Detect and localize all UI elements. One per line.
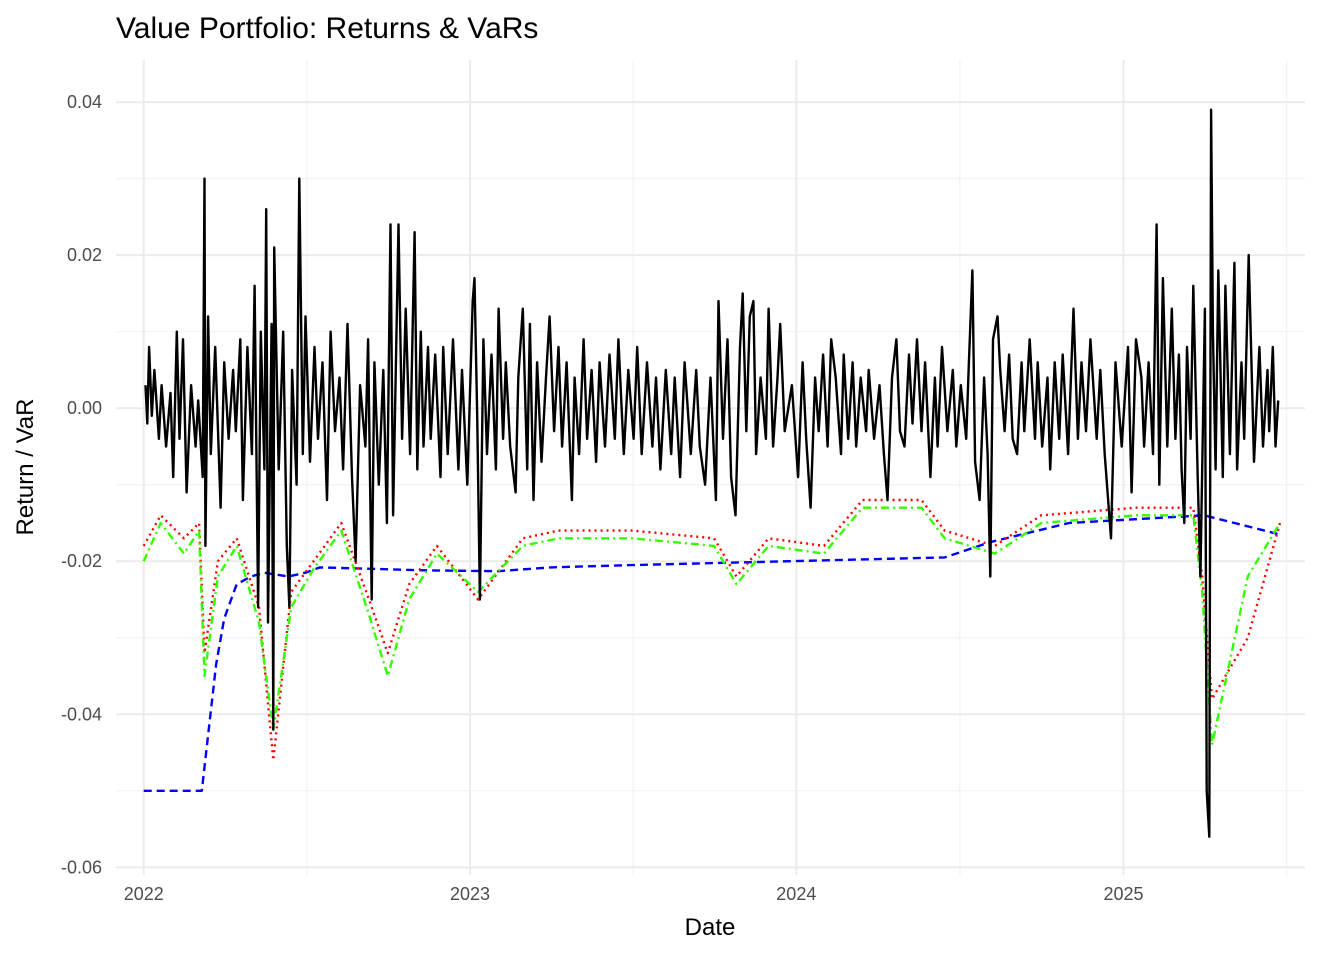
x-tick-label: 2025 bbox=[1103, 884, 1143, 904]
series-line-3 bbox=[142, 498, 1282, 762]
y-tick-label: 0.02 bbox=[67, 245, 102, 265]
chart-title: Value Portfolio: Returns & VaRs bbox=[116, 12, 538, 45]
y-tick-label: -0.02 bbox=[61, 551, 102, 571]
y-tick-label: -0.06 bbox=[61, 857, 102, 877]
series-line-4 bbox=[142, 506, 1282, 747]
y-axis-title: Return / VaR bbox=[12, 399, 39, 536]
plot-area bbox=[142, 108, 1282, 838]
y-tick-label: -0.04 bbox=[61, 704, 102, 724]
tick-labels: -0.06 -0.04 -0.02 0.00 0.02 0.04 2022 2023 2024 2… bbox=[61, 92, 1144, 904]
series-line-2 bbox=[143, 514, 1281, 792]
y-tick-label: 0.00 bbox=[67, 398, 102, 418]
grid bbox=[116, 60, 1305, 875]
x-axis-title: Date bbox=[685, 914, 736, 941]
y-tick-label: 0.04 bbox=[67, 92, 102, 112]
x-tick-label: 2022 bbox=[124, 884, 164, 904]
x-tick-label: 2023 bbox=[450, 884, 490, 904]
series-line-1 bbox=[144, 108, 1280, 838]
x-tick-label: 2024 bbox=[776, 884, 816, 904]
